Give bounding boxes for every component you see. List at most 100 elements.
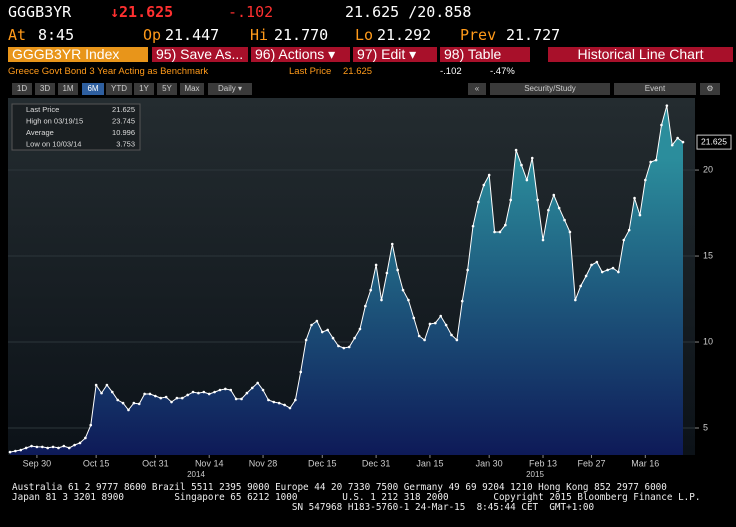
collapse-button[interactable]: « [468,83,486,95]
point [137,402,141,406]
point [482,183,486,187]
menu-button[interactable]: 95) Save As... [152,47,248,62]
price-change: -.102 [228,3,274,21]
stat-label: Hi [250,26,269,44]
legend-value: 3.753 [116,139,135,148]
point [62,444,66,448]
y-tick-label: 15 [703,250,713,260]
stat-label: Prev [460,26,497,44]
x-tick-label: Feb 13 [529,458,557,468]
view-title[interactable]: Historical Line Chart [548,47,733,62]
point [676,136,679,140]
point [444,323,448,327]
point [213,390,216,394]
point [51,445,55,449]
period-button[interactable]: Max [180,83,204,95]
point [434,321,437,325]
point [19,448,23,452]
point [310,323,313,327]
x-tick-label: Nov 14 [195,458,224,468]
y-tick-label: 10 [703,336,713,346]
point [428,322,432,326]
point [73,443,76,447]
point [504,223,507,227]
point [644,178,647,182]
point [41,445,44,449]
price-tag-label: 21.625 [701,136,727,146]
point [541,238,545,242]
menu-button[interactable]: 97) Edit ▾ [353,47,437,62]
point [385,271,389,275]
period-button[interactable]: 6M [82,83,104,95]
point [342,346,346,350]
point [240,397,243,401]
period-button[interactable]: 1D [12,83,32,95]
point [283,403,286,407]
period-button[interactable]: 1M [58,83,78,95]
point [326,328,329,332]
frequency-button[interactable]: Daily ▾ [208,83,252,95]
point [229,388,233,392]
point [267,398,270,402]
point [347,345,351,349]
point [35,445,39,449]
point [407,298,410,302]
ticker: GGGB3YR [8,3,72,21]
point [164,395,168,399]
point [127,408,130,412]
point [660,123,663,127]
menu-button[interactable]: 98) Table [440,47,530,62]
period-button[interactable]: 3D [35,83,55,95]
change-pct: -.47% [490,66,515,77]
point [466,268,469,272]
point [110,390,114,394]
stat-label: Lo [355,26,374,44]
point [530,156,534,160]
point [94,383,98,387]
event-button[interactable]: Event [614,83,696,95]
point [299,370,303,374]
point [633,196,636,200]
point [450,333,453,337]
legend-label: High on 03/19/15 [26,116,83,125]
point [520,163,523,167]
point [595,260,599,264]
point [234,397,238,401]
point [121,401,125,405]
point [100,391,103,395]
x-tick-label: Mar 16 [631,458,659,468]
point [460,299,464,303]
point [638,213,642,217]
point [218,388,222,392]
point [525,178,529,182]
point [46,446,49,450]
point [116,398,119,402]
menu-button[interactable]: 96) Actions ▾ [251,47,350,62]
security-field[interactable]: GGGB3YR Index [8,47,148,62]
point [207,392,211,396]
bid-ask: 21.625 /20.858 [345,3,472,21]
period-button[interactable]: YTD [106,83,132,95]
period-button[interactable]: 1Y [134,83,154,95]
period-button[interactable]: 5Y [157,83,177,95]
point [14,449,17,453]
point [191,390,195,394]
last-price: ↓21.625 [110,3,174,21]
x-tick-label: Oct 15 [83,458,110,468]
point [57,446,60,450]
point [105,383,109,387]
point [89,423,93,427]
settings-button[interactable]: ⚙ [700,83,720,95]
point [170,400,173,404]
point [536,198,539,202]
point [30,444,33,448]
x-tick-label: Oct 31 [142,458,169,468]
study-button[interactable]: Security/Study [490,83,610,95]
point [320,330,324,334]
point [665,104,669,107]
point [67,446,71,450]
x-tick-label: Jan 30 [476,458,503,468]
point [552,193,556,197]
point [568,230,572,234]
